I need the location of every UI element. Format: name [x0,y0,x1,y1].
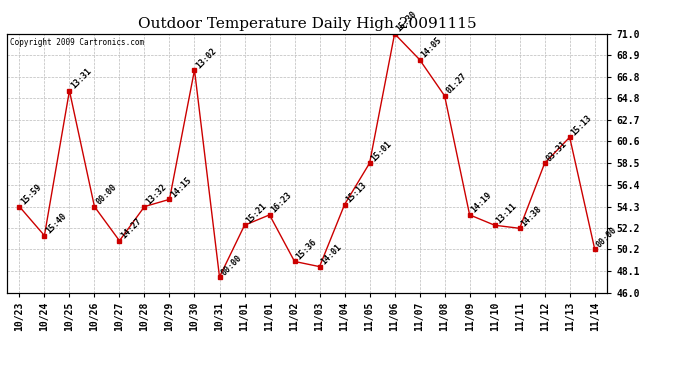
Text: 15:30: 15:30 [395,10,419,34]
Text: 01:27: 01:27 [444,72,469,96]
Text: 14:01: 14:01 [319,243,344,267]
Text: 16:23: 16:23 [270,191,293,215]
Text: 14:27: 14:27 [119,217,144,241]
Text: 15:13: 15:13 [344,180,368,204]
Text: 13:32: 13:32 [144,183,168,207]
Text: 14:05: 14:05 [420,36,444,60]
Text: 14:15: 14:15 [170,175,193,200]
Text: 00:00: 00:00 [595,225,619,249]
Text: 13:31: 13:31 [70,67,93,91]
Text: 15:59: 15:59 [19,183,43,207]
Text: 15:01: 15:01 [370,139,393,163]
Text: 15:36: 15:36 [295,237,319,261]
Title: Outdoor Temperature Daily High 20091115: Outdoor Temperature Daily High 20091115 [138,17,476,31]
Text: Copyright 2009 Cartronics.com: Copyright 2009 Cartronics.com [10,38,144,46]
Text: 00:00: 00:00 [219,253,244,277]
Text: 14:38: 14:38 [520,204,544,228]
Text: 13:02: 13:02 [195,46,219,70]
Text: 14:19: 14:19 [470,191,493,215]
Text: 15:13: 15:13 [570,113,593,137]
Text: 13:11: 13:11 [495,201,519,225]
Text: 00:00: 00:00 [95,183,119,207]
Text: 15:40: 15:40 [44,211,68,236]
Text: 15:21: 15:21 [244,201,268,225]
Text: 03:31: 03:31 [544,139,569,163]
